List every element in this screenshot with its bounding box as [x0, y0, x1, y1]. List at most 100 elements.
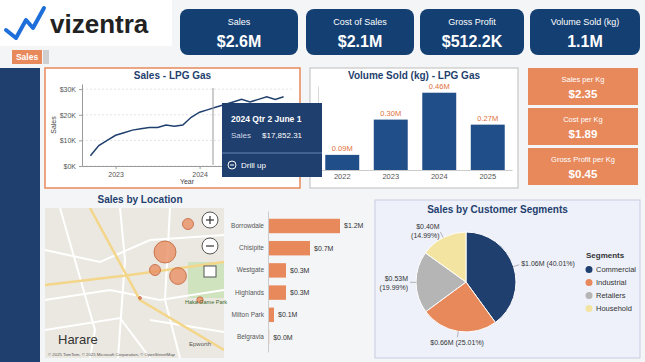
tick: $0K — [64, 163, 82, 170]
zoom-glyph[interactable] — [209, 216, 210, 224]
slices — [416, 232, 516, 332]
bar — [268, 241, 310, 255]
kpi-card: Sales$2.6M — [180, 9, 298, 55]
y-axis: BorrowdaleChisipiteWestgateHighlandsMilt… — [231, 212, 268, 353]
tick-label: 2022 — [334, 172, 351, 181]
dashboard-root: vizentraSales$2.6MCost of Sales$2.1MGros… — [0, 0, 645, 362]
tick-label: $20K — [60, 111, 77, 118]
dashboard: vizentraSales$2.6MCost of Sales$2.1MGros… — [0, 0, 645, 362]
pie-chart: Sales by Customer Segments $1.06M (40.01%… — [375, 200, 640, 358]
data-labels: $1.2M$0.7M$0.3M$0.3M$0.1M$0.0M — [273, 222, 363, 340]
drill-icon[interactable] — [228, 161, 236, 169]
data-label: $1.06M (40.01%) — [521, 260, 575, 268]
legend-entry: Commercial — [596, 265, 636, 274]
select-button[interactable] — [204, 266, 216, 277]
bar-chart: Volume Sold (kg) - LPG Gas20222023202420… — [310, 68, 518, 188]
tick-mark — [79, 166, 82, 167]
legend-marker — [586, 279, 593, 286]
drill-icon-stroke[interactable] — [230, 165, 234, 166]
data-label: $0.3M — [290, 289, 310, 296]
map-attribution: © 2025 TomTom, © 2025 Microsoft Corporat… — [48, 352, 176, 357]
tick-label: $0K — [64, 163, 77, 170]
tick-mark — [116, 166, 117, 169]
chart-title: Volume Sold (kg) - LPG Gas — [348, 70, 480, 81]
zoom-button[interactable] — [202, 212, 218, 228]
legend-entry: Industrial — [596, 278, 627, 287]
place-label: Epworth — [189, 341, 211, 347]
tooltip-label: Sales — [231, 131, 251, 140]
data-label: $0.53M(19.99%) — [380, 275, 409, 292]
kpi-label: Cost of Sales — [333, 17, 387, 27]
kpi-box — [420, 9, 524, 55]
tooltip-action-box[interactable] — [222, 153, 322, 177]
kpi-label: Sales — [228, 17, 251, 27]
tab-label[interactable]: Sales — [16, 52, 38, 62]
leader-line — [457, 331, 459, 337]
data-label: 0.46M — [429, 82, 450, 91]
data-label: $0.66M (25.01%) — [430, 339, 484, 347]
tick-label: Belgravia — [237, 333, 264, 341]
unit-kpi-value: $0.45 — [569, 168, 598, 180]
zoom-button[interactable] — [202, 238, 218, 254]
tab-toggle[interactable] — [43, 50, 49, 64]
location-bubble — [154, 241, 176, 263]
axis-line — [82, 85, 83, 167]
tick-label: Milton Park — [231, 311, 264, 318]
tick: 2022 — [334, 172, 351, 181]
kpi-value: 1.1M — [567, 33, 603, 50]
tab-box[interactable] — [12, 50, 42, 64]
logo: vizentra — [0, 0, 172, 46]
map-base — [45, 208, 224, 358]
tooltip-action[interactable]: Drill up — [241, 161, 266, 170]
tick-mark — [79, 89, 82, 90]
kpi-label: Gross Profit — [448, 17, 496, 27]
tick-label: $30K — [60, 86, 77, 93]
bar — [268, 285, 286, 299]
logo-text: vizentra — [50, 9, 149, 39]
legend-title: Segments — [586, 251, 625, 260]
zoom-in[interactable] — [202, 212, 218, 228]
kpi-card: Gross Profit $512.2K — [420, 9, 524, 55]
tick: 2023 — [108, 166, 124, 178]
tick-label: Highlands — [235, 289, 265, 297]
tick-label: 2023 — [108, 171, 124, 178]
bar — [374, 120, 408, 170]
kpi-box — [306, 9, 414, 55]
tick-label: 2024 — [192, 171, 208, 178]
page-tab[interactable]: Sales — [12, 50, 49, 64]
tooltip-box — [222, 103, 322, 153]
data-labels: 0.09M0.30M0.46M0.27M — [332, 82, 498, 153]
unit-kpi-value: $1.89 — [569, 128, 598, 140]
tick: $30K — [60, 86, 82, 93]
tick: $20K — [60, 111, 82, 118]
road — [150, 320, 224, 332]
tick-label: Borrowdale — [231, 222, 264, 229]
logo-box — [0, 0, 172, 46]
tick-label: 2023 — [382, 172, 399, 181]
data-label: $0.0M — [273, 334, 293, 341]
zoom-glyph[interactable] — [206, 245, 214, 246]
chart-title: Sales by Customer Segments — [427, 204, 568, 215]
data-label: $0.7M — [314, 245, 334, 252]
hbar-chart: Sales by LocationBorrowdaleChisipiteWest… — [97, 194, 363, 353]
leader-line — [514, 265, 520, 267]
slice — [425, 232, 466, 282]
logo-icon — [6, 8, 44, 38]
leader-line — [410, 282, 416, 283]
legend-marker — [586, 305, 593, 312]
kpi-value: $512.2K — [442, 33, 503, 50]
data-labels: $1.06M (40.01%) $0.66M (25.01%) $0.53M(19.… — [380, 223, 575, 347]
location-bubble — [139, 297, 142, 300]
zoom-out[interactable] — [202, 238, 218, 254]
main-road — [90, 208, 224, 350]
map: HarareHaka Game ParkEpworth© 2025 TomTom… — [45, 208, 227, 358]
tick-mark — [79, 140, 82, 141]
legend-marker — [586, 292, 593, 299]
legend-entry: Household — [596, 304, 632, 313]
city-label: Harare — [58, 332, 98, 347]
tick-mark — [79, 115, 82, 116]
unit-kpi-card: Sales per Kg$2.35 — [528, 68, 638, 105]
panel — [310, 68, 518, 188]
location-bubble — [183, 219, 194, 230]
unit-kpi-label: Cost per Kg — [563, 115, 603, 124]
